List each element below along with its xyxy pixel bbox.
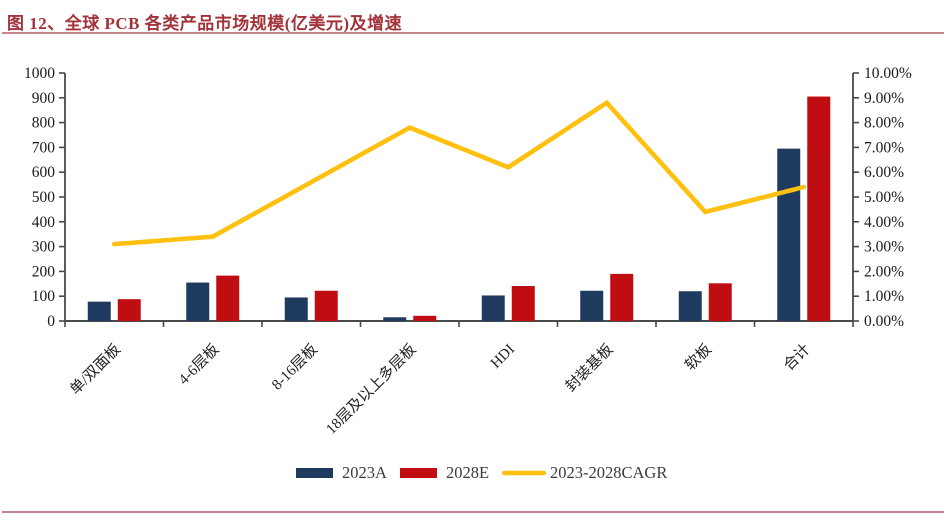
left-axis-tick-label: 0 (47, 313, 55, 330)
left-axis-tick-label: 200 (32, 263, 56, 280)
right-axis-tick-label: 9.00% (864, 90, 904, 107)
bar-2028e-7 (807, 96, 831, 321)
bar-2028e-0 (117, 299, 141, 321)
category-label-6: 软板 (681, 340, 715, 374)
category-label-5: 封装基板 (561, 340, 616, 395)
legend-swatch-1 (400, 468, 437, 478)
bar-2023a-1 (186, 282, 210, 321)
bar-2023a-5 (580, 290, 604, 321)
right-axis-tick-label: 0.00% (864, 313, 904, 330)
right-axis-tick-label: 10.00% (864, 65, 912, 82)
right-axis-tick-label: 3.00% (864, 239, 904, 256)
category-label-2: 8-16层板 (268, 340, 321, 393)
right-axis-tick-label: 8.00% (864, 115, 904, 132)
left-axis-tick-label: 900 (32, 90, 56, 107)
legend-swatch-0 (296, 468, 333, 478)
category-label-7: 合计 (780, 341, 813, 374)
bar-2028e-4 (511, 286, 535, 321)
bar-2028e-6 (708, 283, 732, 321)
legend-label-1: 2028E (446, 463, 489, 482)
right-axis-tick-label: 7.00% (864, 139, 904, 156)
bar-2028e-3 (413, 315, 437, 321)
bar-2023a-6 (678, 291, 702, 321)
legend-label-2: 2023-2028CAGR (550, 463, 667, 482)
bottom-divider (2, 511, 944, 513)
left-axis-tick-label: 100 (32, 288, 56, 305)
cagr-line (111, 99, 807, 247)
combo-chart: 0 100 200 300 400 500 600 700 800 900 1000 0.00% 1.0… (24, 65, 912, 482)
figure-title: 图 12、全球 PCB 各类产品市场规模(亿美元)及增速 (7, 14, 403, 33)
right-axis-tick-label: 1.00% (864, 288, 904, 305)
title-divider (2, 32, 944, 34)
left-axis-tick-label: 500 (32, 189, 56, 206)
right-axis-tick-label: 5.00% (864, 189, 904, 206)
category-label-0: 单/双面板 (66, 340, 124, 398)
category-label-3: 18层及以上多层板 (322, 340, 420, 438)
category-label-4: HDI (488, 342, 518, 372)
left-axis-tick-label: 300 (32, 239, 56, 256)
legend-label-0: 2023A (342, 463, 387, 482)
right-axis-tick-label: 4.00% (864, 214, 904, 231)
left-axis-tick-label: 800 (32, 115, 56, 132)
bar-2023a-2 (284, 297, 308, 321)
bar-2028e-5 (610, 273, 634, 321)
bar-2023a-7 (777, 148, 801, 321)
left-axis-tick-label: 600 (32, 164, 56, 181)
bar-2028e-2 (314, 290, 338, 321)
bar-2023a-4 (481, 295, 505, 321)
left-axis-tick-label: 700 (32, 139, 56, 156)
bar-2023a-3 (383, 317, 407, 321)
right-axis-tick-label: 6.00% (864, 164, 904, 181)
left-axis-tick-label: 1000 (24, 65, 55, 82)
right-axis-tick-label: 2.00% (864, 263, 904, 280)
left-axis-tick-label: 400 (32, 214, 56, 231)
bar-2028e-1 (216, 275, 240, 321)
bar-2023a-0 (87, 301, 111, 321)
category-label-1: 4-6层板 (174, 340, 222, 388)
